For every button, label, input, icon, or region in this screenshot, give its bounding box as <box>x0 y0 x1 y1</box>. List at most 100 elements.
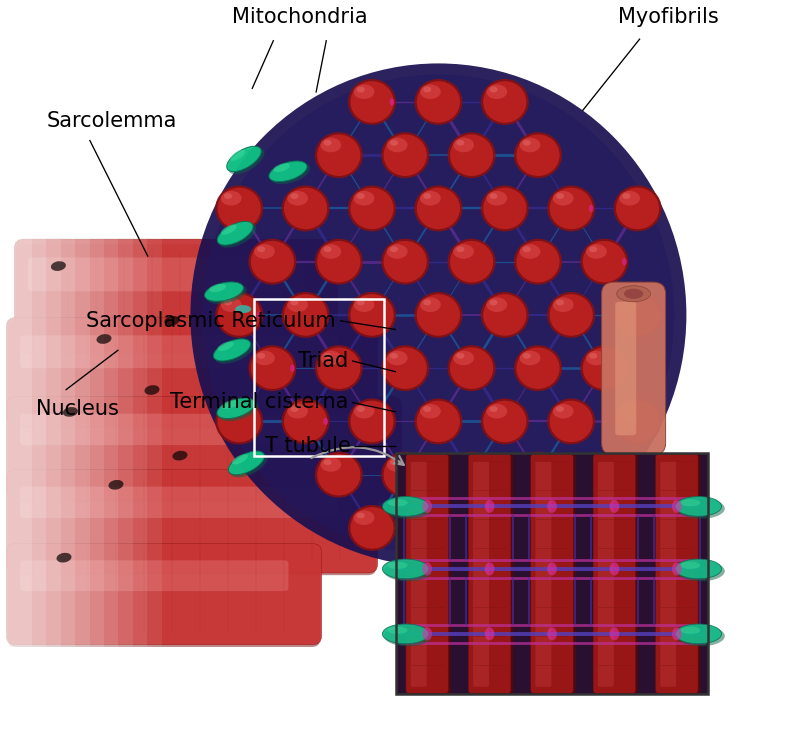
Ellipse shape <box>317 134 361 176</box>
Ellipse shape <box>205 282 243 301</box>
Ellipse shape <box>450 454 493 496</box>
Ellipse shape <box>481 79 529 125</box>
FancyBboxPatch shape <box>533 453 576 694</box>
Ellipse shape <box>622 406 630 412</box>
Bar <box>0 204 75 656</box>
Text: Myofibrils: Myofibrils <box>618 7 718 27</box>
Ellipse shape <box>387 457 408 472</box>
FancyBboxPatch shape <box>410 461 426 687</box>
Ellipse shape <box>382 452 430 498</box>
Ellipse shape <box>384 134 427 176</box>
Ellipse shape <box>387 351 408 365</box>
Ellipse shape <box>314 238 363 284</box>
Ellipse shape <box>614 185 662 231</box>
FancyBboxPatch shape <box>598 461 614 687</box>
FancyBboxPatch shape <box>530 454 574 693</box>
Ellipse shape <box>350 187 394 229</box>
Ellipse shape <box>173 451 187 461</box>
Ellipse shape <box>354 510 374 525</box>
Ellipse shape <box>221 191 242 206</box>
Ellipse shape <box>420 404 441 418</box>
Ellipse shape <box>270 163 310 184</box>
Ellipse shape <box>249 346 297 391</box>
Ellipse shape <box>514 452 562 498</box>
FancyBboxPatch shape <box>655 454 698 693</box>
Ellipse shape <box>284 401 327 443</box>
Ellipse shape <box>215 185 263 231</box>
Ellipse shape <box>287 297 308 312</box>
Ellipse shape <box>249 238 297 284</box>
Ellipse shape <box>547 500 557 513</box>
Ellipse shape <box>222 400 238 409</box>
Ellipse shape <box>523 353 531 359</box>
Ellipse shape <box>317 454 361 496</box>
Ellipse shape <box>221 297 242 312</box>
FancyBboxPatch shape <box>20 561 289 591</box>
Ellipse shape <box>390 98 394 106</box>
FancyBboxPatch shape <box>6 544 322 645</box>
Ellipse shape <box>610 500 619 513</box>
Ellipse shape <box>589 246 597 252</box>
Ellipse shape <box>616 401 659 443</box>
Ellipse shape <box>414 505 462 551</box>
Ellipse shape <box>481 185 529 231</box>
Ellipse shape <box>230 149 245 161</box>
Bar <box>0 204 162 656</box>
Ellipse shape <box>57 553 71 563</box>
Ellipse shape <box>417 295 460 336</box>
Bar <box>0 204 46 656</box>
Ellipse shape <box>257 311 262 319</box>
Ellipse shape <box>450 134 493 176</box>
FancyBboxPatch shape <box>20 335 338 368</box>
Ellipse shape <box>617 286 650 302</box>
Ellipse shape <box>523 140 531 146</box>
Ellipse shape <box>382 496 429 516</box>
Ellipse shape <box>448 452 496 498</box>
Ellipse shape <box>556 300 564 305</box>
Ellipse shape <box>145 385 159 395</box>
Ellipse shape <box>520 457 541 472</box>
Ellipse shape <box>414 185 462 231</box>
Ellipse shape <box>390 140 398 146</box>
Bar <box>0 204 118 656</box>
Text: T tubule: T tubule <box>265 436 350 456</box>
Ellipse shape <box>323 459 331 465</box>
Ellipse shape <box>514 132 562 178</box>
Ellipse shape <box>483 295 526 336</box>
Ellipse shape <box>320 244 341 259</box>
Ellipse shape <box>677 499 725 519</box>
Ellipse shape <box>314 452 363 498</box>
Ellipse shape <box>456 140 465 146</box>
Bar <box>0 204 147 656</box>
Ellipse shape <box>420 510 441 525</box>
Ellipse shape <box>357 193 365 199</box>
Ellipse shape <box>417 507 460 549</box>
Ellipse shape <box>348 79 396 125</box>
Ellipse shape <box>218 187 261 229</box>
Ellipse shape <box>610 562 619 575</box>
Ellipse shape <box>357 406 365 412</box>
Ellipse shape <box>323 353 331 359</box>
Ellipse shape <box>547 292 595 338</box>
Ellipse shape <box>523 246 531 252</box>
FancyBboxPatch shape <box>20 487 338 518</box>
Ellipse shape <box>388 499 408 507</box>
Ellipse shape <box>384 561 432 581</box>
Ellipse shape <box>320 351 341 365</box>
Ellipse shape <box>215 292 263 338</box>
Ellipse shape <box>622 258 627 265</box>
Ellipse shape <box>448 132 496 178</box>
Ellipse shape <box>486 510 507 525</box>
Ellipse shape <box>354 85 374 99</box>
Ellipse shape <box>63 407 78 417</box>
Ellipse shape <box>680 626 701 634</box>
Ellipse shape <box>490 406 498 412</box>
Ellipse shape <box>486 85 507 99</box>
Ellipse shape <box>420 85 441 99</box>
Ellipse shape <box>287 191 308 206</box>
Ellipse shape <box>481 292 529 338</box>
Ellipse shape <box>677 625 725 647</box>
Ellipse shape <box>483 507 526 549</box>
FancyBboxPatch shape <box>14 239 338 351</box>
Ellipse shape <box>382 346 430 391</box>
